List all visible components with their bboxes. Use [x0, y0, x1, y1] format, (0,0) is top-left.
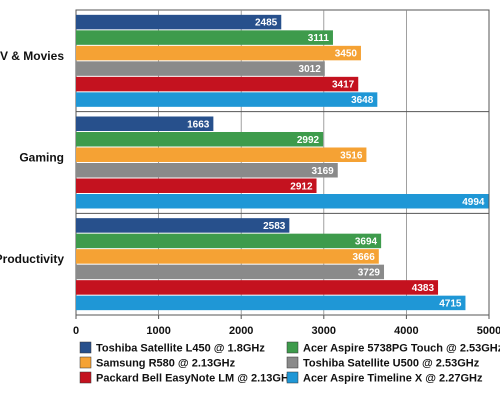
- bar-value-label: 3012: [299, 64, 322, 75]
- category-label: Gaming: [19, 151, 64, 165]
- x-tick-label: 2000: [229, 325, 253, 337]
- bar-value-label: 3417: [332, 80, 355, 91]
- bars: 2485 3111 3450 3012 3417 3648 1663 2992 3516 3169…: [76, 14, 489, 311]
- legend: Toshiba Satellite L450 @ 1.8GHz Acer Aspi…: [79, 341, 500, 385]
- legend-swatch: [286, 341, 299, 354]
- bar: [76, 295, 466, 311]
- plot-background: [75, 9, 490, 316]
- category-labels: TV & Movies Gaming Productivity: [0, 49, 64, 266]
- legend-label: Samsung R580 @ 2.13GHz: [96, 358, 236, 370]
- bar-value-label: 3729: [358, 267, 381, 278]
- bar: [76, 264, 385, 280]
- bar: [76, 45, 361, 61]
- bar-value-label: 3516: [340, 150, 363, 161]
- bar-value-label: 3111: [308, 33, 330, 44]
- bar: [76, 14, 282, 30]
- x-tick-label: 4000: [394, 325, 418, 337]
- bar-value-label: 3648: [351, 95, 374, 106]
- bar: [76, 280, 439, 295]
- bar-value-label: 3666: [353, 252, 376, 263]
- x-tick-label: 3000: [312, 325, 336, 337]
- bar: [76, 178, 317, 193]
- bar: [76, 132, 324, 147]
- plot-area: [75, 9, 490, 316]
- legend-swatch: [286, 371, 299, 384]
- bar-value-label: 4383: [412, 283, 435, 294]
- legend-label: Acer Aspire Timeline X @ 2.27GHz: [303, 373, 483, 385]
- bar-value-label: 1663: [187, 119, 210, 130]
- x-tick-label: 0: [73, 325, 79, 337]
- bar-value-label: 2485: [255, 18, 278, 29]
- bar: [76, 218, 290, 233]
- gridlines: [76, 10, 489, 315]
- bar-value-label: 3694: [355, 236, 378, 247]
- bar-value-label: 3169: [312, 166, 335, 177]
- bar: [76, 233, 382, 249]
- bar-value-label: 2912: [290, 181, 313, 192]
- legend-label: Acer Aspire 5738PG Touch @ 2.53GHz: [303, 343, 500, 355]
- bar-value-label: 4715: [439, 298, 462, 309]
- bar: [76, 61, 325, 76]
- legend-swatch: [79, 371, 92, 384]
- legend-swatch: [79, 356, 92, 369]
- x-tick-label: 1000: [146, 325, 170, 337]
- legend-swatch: [79, 341, 92, 354]
- x-tick-label: 5000: [477, 325, 500, 337]
- bar-value-label: 4994: [462, 197, 485, 208]
- legend-label: Toshiba Satellite L450 @ 1.8GHz: [96, 343, 265, 355]
- x-axis-ticks: 0 1000 2000 3000 4000 5000: [73, 315, 500, 337]
- bar: [76, 163, 338, 178]
- category-label: TV & Movies: [0, 49, 64, 63]
- bar: [76, 194, 489, 209]
- bar: [76, 76, 359, 92]
- legend-swatch: [286, 356, 299, 369]
- bar-value-label: 3450: [335, 49, 358, 60]
- bar: [76, 116, 214, 131]
- legend-label: Packard Bell EasyNote LM @ 2.13GHz: [96, 373, 295, 385]
- bar-value-label: 2992: [297, 135, 320, 146]
- category-label: Productivity: [0, 252, 64, 266]
- bar: [76, 249, 379, 264]
- bar: [76, 30, 333, 45]
- legend-label: Toshiba Satellite U500 @ 2.53GHz: [303, 358, 480, 370]
- bar-value-label: 2583: [263, 221, 286, 232]
- bar: [76, 92, 378, 107]
- bar: [76, 147, 367, 162]
